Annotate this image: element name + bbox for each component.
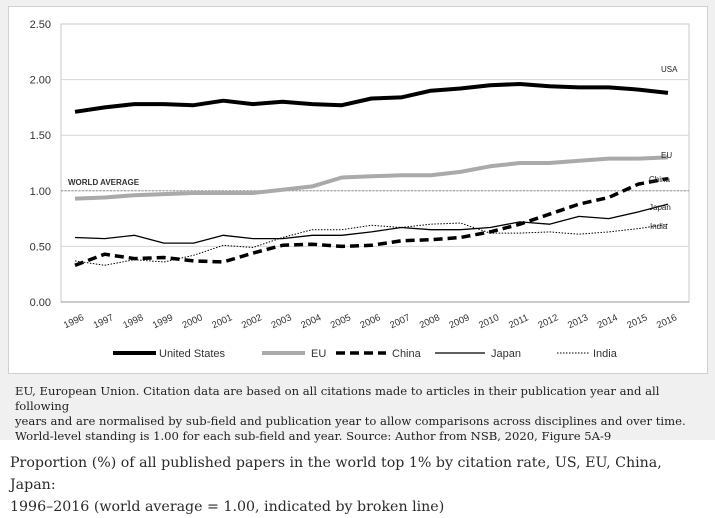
- series-end-label: USA: [661, 65, 678, 74]
- x-tick-label: 2003: [270, 312, 294, 331]
- chart-container: 0.00 0.50 1.00 1.50 2.00 2.50 1996 1997 1998 1999…: [8, 6, 708, 374]
- x-tick-label: 1996: [62, 312, 86, 331]
- y-tick-label: 2.00: [30, 75, 51, 87]
- y-tick-label: 0.00: [30, 297, 51, 309]
- x-tick-label: 2016: [655, 312, 679, 331]
- x-tick-label: 2008: [418, 312, 442, 331]
- x-tick-label: 2000: [181, 312, 205, 331]
- figure-title-line: Proportion (%) of all published papers i…: [10, 455, 662, 493]
- x-tick-label: 2013: [566, 312, 590, 331]
- line-chart: 0.00 0.50 1.00 1.50 2.00 2.50 1996 1997 1998 1999…: [30, 19, 690, 360]
- caption-line: years and are normalised by sub-field an…: [15, 414, 686, 428]
- x-tick-label: 1999: [151, 312, 175, 331]
- x-tick-label: 2009: [447, 312, 471, 331]
- x-tick-label: 2005: [329, 312, 353, 331]
- figure-panel: 0.00 0.50 1.00 1.50 2.00 2.50 1996 1997 1998 1999…: [0, 0, 715, 443]
- legend-label: China: [392, 348, 422, 360]
- y-tick-label: 2.50: [30, 19, 51, 31]
- x-tick-label: 2014: [596, 312, 620, 331]
- legend-label: India: [593, 348, 618, 360]
- series-end-label: India: [650, 222, 668, 231]
- x-tick-label: 2010: [477, 312, 501, 331]
- y-tick-label: 0.50: [30, 241, 51, 253]
- series-end-label: China: [649, 175, 670, 184]
- caption-line: EU, European Union. Citation data are ba…: [15, 384, 660, 413]
- series-end-label: Japan: [649, 203, 671, 212]
- x-tick-label: 2007: [388, 312, 412, 331]
- world-average-label: WORLD AVERAGE: [68, 178, 140, 187]
- series-line-united-states: [74, 82, 669, 114]
- figure-title: Proportion (%) of all published papers i…: [10, 452, 710, 518]
- figure-caption: EU, European Union. Citation data are ba…: [15, 384, 705, 444]
- plot-frame: [60, 23, 690, 303]
- x-tick-label: 2004: [299, 312, 323, 331]
- figure-title-line: 1996–2016 (world average = 1.00, indicat…: [10, 499, 445, 515]
- x-tick-label: 1998: [121, 312, 145, 331]
- x-tick-label: 1997: [92, 312, 116, 331]
- legend-label: Japan: [491, 348, 521, 360]
- x-tick-label: 2006: [359, 312, 383, 331]
- series-line-china: [74, 176, 669, 267]
- series-line-eu: [74, 155, 669, 201]
- legend-label: United States: [159, 348, 226, 360]
- x-tick-label: 2002: [240, 312, 264, 331]
- series-end-label: EU: [661, 151, 672, 160]
- x-tick-label: 2001: [210, 312, 234, 331]
- x-tick-label: 2015: [625, 312, 649, 331]
- series-line-japan: [74, 203, 669, 244]
- legend-label: EU: [311, 348, 326, 360]
- caption-line: World-level standing is 1.00 for each su…: [15, 429, 612, 443]
- x-tick-label: 2011: [507, 312, 530, 331]
- y-tick-label: 1.50: [30, 130, 51, 142]
- x-tick-label: 2012: [536, 312, 560, 331]
- y-tick-label: 1.00: [30, 186, 51, 198]
